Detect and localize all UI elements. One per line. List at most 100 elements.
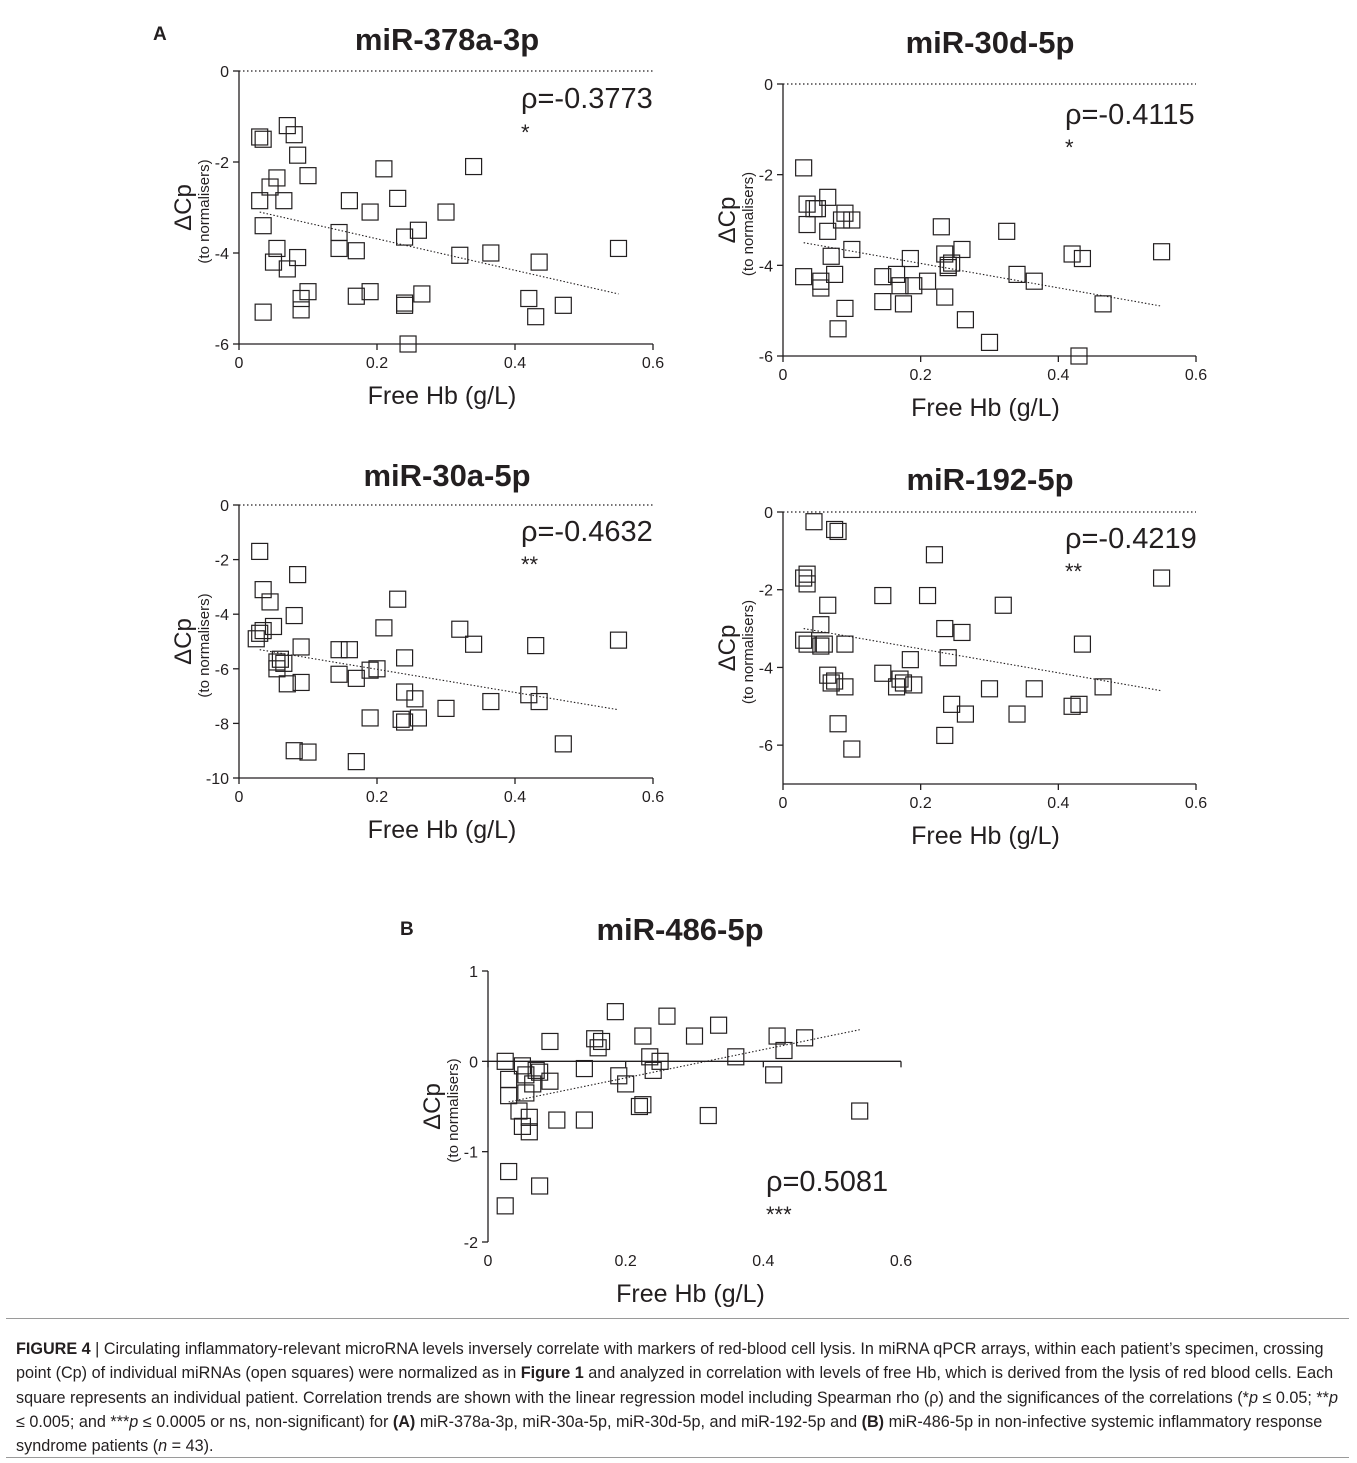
data-point <box>815 635 833 653</box>
data-point <box>292 289 310 308</box>
y-tick-label: -6 <box>759 738 773 755</box>
y-tick-label: -6 <box>759 349 773 366</box>
data-point <box>389 590 407 608</box>
data-point <box>819 596 837 614</box>
data-point <box>925 546 944 564</box>
data-point <box>936 245 954 263</box>
data-point <box>918 586 937 605</box>
data-point <box>932 218 950 236</box>
x-axis-label: Free Hb (g/L) <box>911 822 1060 850</box>
data-point <box>630 1097 649 1116</box>
caption-text-2: and analyzed in correlation with levels … <box>16 1364 1334 1407</box>
data-point <box>874 664 892 682</box>
regression-line <box>508 1029 860 1103</box>
data-point <box>575 1111 593 1129</box>
data-point <box>1008 265 1026 283</box>
figure-4-charts: miR-378a-3p 0 0.2 0.4 0.6 0 -2 -4 -6 Free Hb (g/L… <box>170 22 1207 1308</box>
caption-p-symbol-3: p <box>129 1412 139 1431</box>
y-tick-label: 0 <box>764 505 773 522</box>
data-point <box>513 1057 532 1075</box>
spearman-rho-label: ρ=-0.4219 <box>1065 523 1197 555</box>
data-point <box>953 240 971 259</box>
x-tick-label: 0.2 <box>366 355 388 372</box>
x-tick-label: 0.2 <box>366 789 388 806</box>
data-point <box>798 195 816 213</box>
data-point <box>520 1123 538 1141</box>
data-point <box>836 299 854 317</box>
y-tick-label: -4 <box>759 660 773 677</box>
data-point <box>634 1027 652 1045</box>
data-point <box>819 222 837 240</box>
significance-stars: ** <box>1065 559 1083 584</box>
x-tick-label: 0 <box>235 355 244 372</box>
data-point <box>812 637 830 655</box>
data-point <box>609 631 628 649</box>
data-point <box>292 638 310 656</box>
caption-text-8: = 43). <box>167 1437 214 1456</box>
data-point <box>289 248 307 267</box>
data-point <box>936 619 954 638</box>
data-point <box>658 1007 676 1025</box>
data-point <box>874 268 892 286</box>
panel-label-b: B <box>400 919 414 940</box>
data-point <box>406 690 424 708</box>
x-axis-label: Free Hb (g/L) <box>911 394 1060 422</box>
data-point <box>936 726 954 745</box>
caption-figure-1-link[interactable]: Figure 1 <box>520 1364 584 1383</box>
data-point <box>409 221 427 239</box>
data-point <box>268 660 286 678</box>
data-point <box>392 710 410 728</box>
data-point <box>299 283 317 301</box>
data-point <box>589 1039 607 1057</box>
data-point <box>278 260 296 278</box>
y-tick-label: -6 <box>215 337 229 354</box>
y-tick-label: -2 <box>215 553 229 570</box>
chart-title: miR-378a-3p <box>355 22 539 57</box>
y-axis-label: ΔCp <box>714 625 741 672</box>
data-point <box>980 333 999 351</box>
data-point <box>798 575 816 593</box>
x-tick-label: 0.6 <box>642 789 664 806</box>
data-point <box>330 239 348 258</box>
data-point <box>554 735 572 753</box>
data-point <box>887 678 906 696</box>
data-point <box>437 203 455 221</box>
significance-stars: ** <box>521 552 539 577</box>
data-point <box>1152 569 1171 587</box>
data-point <box>465 157 483 176</box>
data-point <box>1094 295 1112 313</box>
data-point <box>994 596 1012 614</box>
data-point <box>254 217 272 235</box>
y-tick-label: -10 <box>206 771 229 788</box>
data-point <box>808 200 827 218</box>
data-point <box>901 651 919 669</box>
data-point <box>500 1162 518 1181</box>
data-point <box>292 301 310 319</box>
data-point <box>437 699 455 717</box>
data-point <box>1025 680 1043 698</box>
y-axis-label: ΔCp <box>170 618 197 665</box>
data-point <box>822 674 840 692</box>
y-tick-label: 0 <box>220 64 229 81</box>
data-point <box>541 1072 559 1090</box>
x-tick-label: 0.2 <box>910 367 932 384</box>
data-point <box>389 189 407 207</box>
data-point <box>685 1027 704 1045</box>
regression-line <box>259 211 619 295</box>
data-point <box>586 1030 604 1048</box>
data-point <box>1152 243 1171 261</box>
y-tick-label: 0 <box>764 77 773 94</box>
x-tick-label: 0.4 <box>1047 795 1069 812</box>
data-point <box>1073 249 1092 268</box>
data-point <box>768 1027 786 1045</box>
y-axis-sublabel: (to normalisers) <box>196 593 213 697</box>
y-tick-label: -4 <box>215 246 229 263</box>
x-tick-label: 0.2 <box>615 1253 637 1270</box>
data-point <box>980 680 999 698</box>
y-tick-label: -2 <box>759 583 773 600</box>
chart-title: miR-192-5p <box>906 462 1073 497</box>
data-point <box>843 740 861 758</box>
data-point <box>1070 695 1088 713</box>
x-tick-label: 0 <box>235 789 244 806</box>
data-point <box>829 320 847 338</box>
